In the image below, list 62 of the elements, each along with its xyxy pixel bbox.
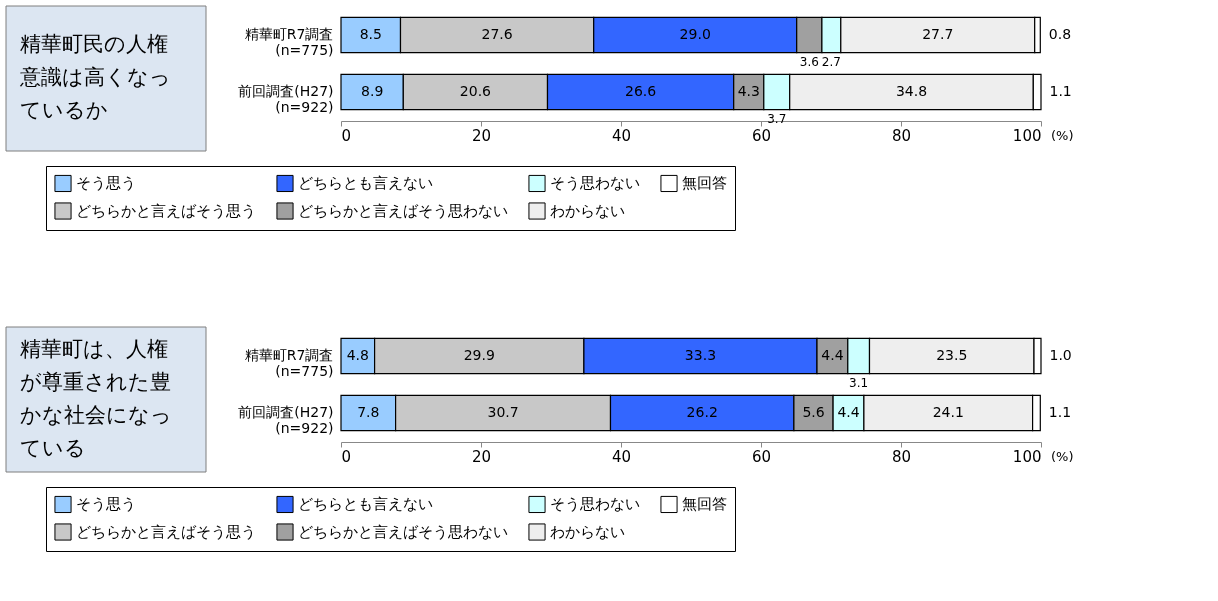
text: 精華町は、人権が尊重された豊かな社会になっている	[20, 336, 172, 460]
data-label: 8.9	[361, 82, 384, 99]
x-tick-label: 20	[471, 126, 492, 145]
x-tick-label: 60	[751, 447, 772, 466]
legend-label: わからない	[550, 202, 625, 220]
x-tick-label: 0	[341, 447, 352, 466]
x-tick-label: 100	[1012, 447, 1042, 466]
legend-label: わからない	[550, 523, 625, 541]
data-label: 26.2	[686, 403, 718, 420]
data-label: 0.8	[1048, 26, 1072, 43]
x-tick-label: 60	[751, 126, 772, 145]
data-label: 29.0	[679, 26, 711, 43]
legend-label: どちらとも言えない	[298, 495, 433, 514]
data-label: 4.8	[346, 347, 369, 364]
data-label: 3.1	[849, 376, 869, 391]
data-label: 4.3	[737, 82, 760, 99]
x-axis-title: (%)	[1051, 448, 1074, 464]
x-axis-title: (%)	[1051, 127, 1074, 143]
legend-label: そう思わない	[550, 495, 640, 514]
x-tick-label: 20	[471, 447, 492, 466]
data-label: 4.4	[821, 347, 844, 364]
data-label: 1.1	[1048, 403, 1072, 420]
data-label: 30.7	[487, 403, 519, 420]
data-label: 33.3	[684, 347, 717, 364]
data-label: 1.1	[1049, 82, 1072, 99]
x-tick-label: 80	[891, 447, 912, 466]
legend-label: どちらとも言えない	[298, 174, 433, 193]
data-label: 29.9	[463, 347, 495, 364]
data-label: 2.7	[821, 55, 841, 70]
data-label: 23.5	[936, 347, 968, 364]
data-label: 26.6	[625, 82, 657, 99]
data-label: 34.8	[895, 82, 928, 99]
data-label: 8.5	[359, 26, 382, 43]
legend-label: そう思わない	[550, 174, 640, 193]
legend-label: 無回答	[682, 174, 727, 193]
data-label: 20.6	[459, 82, 492, 99]
legend-label: どちらかと言えばそう思う	[76, 523, 256, 541]
y-tick-label: 精華町R7調査 (n=775)	[244, 347, 334, 380]
legend-label: どちらかと言えばそう思う	[76, 202, 256, 220]
y-tick-label: 前回調査(H27) (n=922)	[238, 403, 334, 436]
data-label: 5.6	[802, 403, 825, 420]
y-tick-label: 精華町R7調査 (n=775)	[244, 26, 334, 59]
legend-label: 無回答	[682, 495, 727, 514]
x-tick-label: 40	[611, 126, 632, 145]
legend-label: どちらかと言えばそう思わない	[298, 202, 508, 220]
data-label: 4.4	[837, 403, 860, 420]
data-label: 24.1	[932, 403, 964, 420]
data-label: 27.6	[481, 26, 513, 43]
y-tick-label: 前回調査(H27) (n=922)	[238, 82, 334, 115]
x-tick-label: 80	[891, 126, 912, 145]
legend-label: そう思う	[76, 174, 136, 193]
data-label: 7.8	[357, 403, 380, 420]
data-label: 27.7	[922, 26, 954, 43]
x-tick-label: 40	[611, 447, 632, 466]
data-label: 3.6	[799, 55, 819, 70]
x-tick-label: 100	[1012, 126, 1042, 145]
legend-label: そう思う	[76, 495, 136, 514]
legend-label: どちらかと言えばそう思わない	[298, 523, 508, 541]
text: 精華町民の人権意識は高くなっているか	[19, 32, 171, 122]
data-label: 1.0	[1049, 347, 1072, 364]
x-tick-label: 0	[341, 126, 352, 145]
data-label: 3.7	[767, 111, 787, 126]
